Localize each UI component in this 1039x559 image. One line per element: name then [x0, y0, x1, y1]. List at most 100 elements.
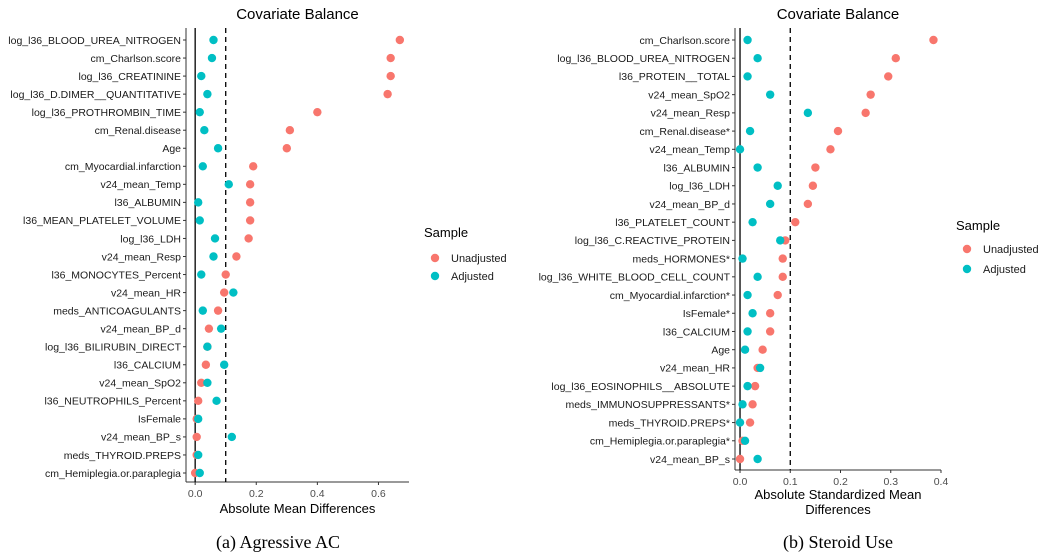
x-tick-label: 0.0: [733, 476, 748, 488]
legend-label: Unadjusted: [983, 244, 1039, 256]
point-unadjusted: [245, 198, 255, 207]
y-tick-label: log_l36_C.REACTIVE_PROTEIN: [575, 235, 730, 247]
point-adjusted: [773, 181, 782, 190]
point-adjusted: [743, 72, 752, 81]
point-adjusted: [195, 468, 204, 478]
y-tick-label: v24_mean_Resp: [102, 251, 182, 263]
y-tick-label: v24_mean_Temp: [649, 144, 730, 156]
point-adjusted: [224, 180, 233, 189]
point-unadjusted: [745, 418, 755, 427]
y-tick-label: l36_MEAN_PLATELET_VOLUME: [23, 215, 181, 227]
point-adjusted: [203, 89, 212, 99]
point-adjusted: [212, 396, 221, 406]
point-adjusted: [755, 363, 765, 373]
y-tick-label: l36_ALBUMIN: [114, 197, 181, 209]
y-tick-label: Age: [162, 143, 181, 155]
point-adjusted: [209, 35, 218, 45]
y-tick-label: meds_HORMONES*: [633, 253, 730, 265]
y-tick-label: meds_THYROID.PREPS*: [609, 417, 730, 429]
point-adjusted: [209, 252, 218, 261]
point-unadjusted: [765, 309, 775, 318]
point-adjusted: [765, 90, 775, 99]
y-tick-label: v24_mean_BP_s: [101, 432, 181, 444]
legend-swatch: [430, 271, 440, 281]
y-tick-label: l36_ALBUMIN: [663, 162, 730, 174]
point-adjusted: [207, 53, 217, 63]
point-unadjusted: [197, 378, 206, 387]
point-unadjusted: [386, 53, 395, 63]
point-adjusted: [194, 414, 203, 424]
y-tick-label: v24_mean_SpO2: [99, 378, 181, 390]
figure-caption: (b) Steroid Use: [783, 532, 893, 553]
y-tick-label: v24_mean_HR: [111, 287, 181, 299]
y-tick-label: meds_ANTICOAGULANTS: [53, 305, 181, 317]
point-unadjusted: [282, 144, 292, 153]
y-tick-label: l36_PROTEIN__TOTAL: [619, 71, 730, 83]
point-adjusted: [745, 126, 755, 136]
y-tick-label: log_l36_BLOOD_UREA_NITROGEN: [557, 53, 730, 65]
point-adjusted: [194, 450, 203, 460]
point-adjusted: [753, 163, 762, 172]
point-unadjusted: [244, 234, 253, 243]
x-tick-label: 0.4: [310, 488, 325, 500]
point-adjusted: [213, 144, 223, 153]
point-adjusted: [195, 107, 204, 117]
point-adjusted: [738, 254, 747, 263]
x-tick-label: 0.2: [249, 488, 264, 500]
point-unadjusted: [232, 252, 241, 261]
y-tick-label: cm_Renal.disease: [95, 125, 182, 137]
y-tick-label: v24_mean_BP_d: [649, 199, 730, 211]
point-unadjusted: [765, 327, 775, 336]
point-adjusted: [743, 327, 752, 336]
point-unadjusted: [735, 454, 745, 464]
point-unadjusted: [773, 290, 782, 300]
point-adjusted: [803, 108, 813, 118]
y-tick-label: cm_Charlson.score: [640, 35, 731, 47]
point-adjusted: [743, 381, 752, 391]
point-unadjusted: [386, 71, 395, 81]
point-unadjusted: [249, 162, 258, 171]
point-unadjusted: [192, 432, 201, 442]
legend-title: Sample: [956, 218, 1000, 233]
point-adjusted: [219, 360, 229, 369]
legend-swatch: [430, 253, 440, 263]
panel-a: Covariate Balance log_l36_BLOOD_UREA_NITR…: [8, 6, 506, 553]
y-tick-label: log_l36_WHITE_BLOOD_CELL_COUNT: [539, 272, 731, 284]
legend-swatch: [962, 244, 972, 254]
point-unadjusted: [750, 381, 760, 391]
point-unadjusted: [778, 272, 787, 282]
point-adjusted: [200, 126, 209, 135]
y-tick-label: meds_THYROID.PREPS: [64, 450, 181, 462]
y-tick-label: log_l36_BLOOD_UREA_NITROGEN: [8, 35, 181, 47]
chart-title: Covariate Balance: [777, 6, 900, 23]
point-adjusted: [740, 345, 750, 354]
x-axis-title: Absolute Standardized Mean Differences: [755, 487, 922, 517]
x-tick-label: 0.3: [883, 476, 898, 488]
point-unadjusted: [748, 400, 757, 409]
point-adjusted: [743, 35, 752, 45]
figure-caption: (a) Agressive AC: [216, 532, 340, 553]
point-adjusted: [203, 342, 212, 351]
point-adjusted: [194, 198, 203, 207]
point-adjusted: [198, 162, 208, 171]
y-tick-label: Age: [711, 344, 730, 356]
point-adjusted: [198, 306, 208, 315]
point-adjusted: [765, 199, 775, 209]
y-tick-label: log_l36_PROTHROMBIN_TIME: [32, 107, 181, 119]
point-unadjusted: [313, 107, 322, 117]
y-tick-label: v24_mean_SpO2: [648, 89, 730, 101]
point-unadjusted: [758, 345, 767, 354]
point-adjusted: [743, 290, 752, 300]
y-tick-label: v24_mean_BP_d: [100, 323, 181, 335]
point-adjusted: [748, 309, 757, 318]
x-axis-title: Absolute Mean Differences: [220, 501, 376, 516]
x-tick-label: 0.6: [371, 488, 386, 500]
point-unadjusted: [395, 35, 405, 45]
y-tick-label: l36_NEUTROPHILS_Percent: [44, 396, 181, 408]
point-unadjusted: [245, 180, 255, 189]
y-tick-label: l36_MONOCYTES_Percent: [51, 269, 181, 281]
point-adjusted: [229, 288, 238, 297]
y-tick-label: cm_Hemiplegia.or.paraplegia*: [590, 436, 730, 448]
point-unadjusted: [221, 270, 230, 279]
